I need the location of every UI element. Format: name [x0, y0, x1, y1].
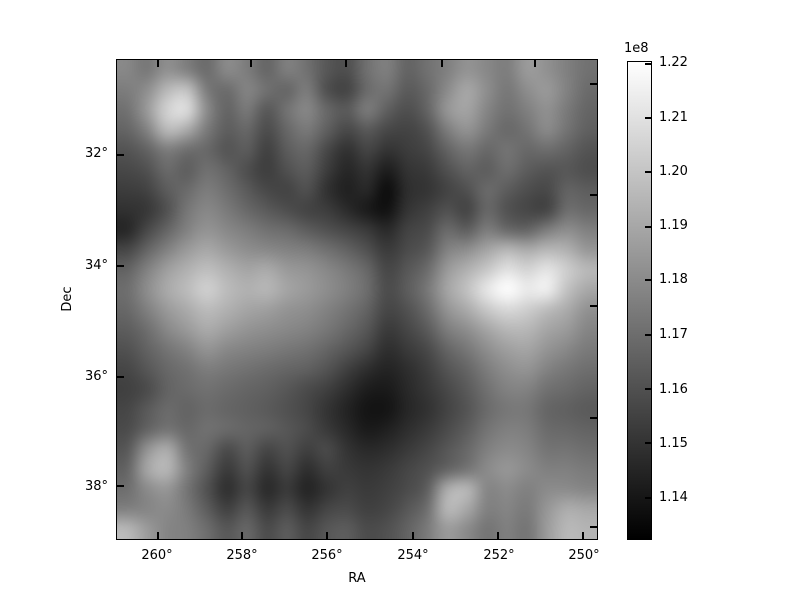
top-axis-tick [534, 60, 537, 67]
colorbar-tick-label: 1.18 [659, 272, 688, 288]
colorbar-tick-labels: 1.22 1.21 1.20 1.19 1.18 1.17 1.16 1.15 1.14 [659, 55, 719, 540]
bottom-axis-tick [497, 532, 500, 539]
colorbar-tick-label: 1.17 [659, 326, 688, 342]
colorbar-tick-label: 1.16 [659, 381, 688, 397]
top-axis-tick [156, 60, 159, 67]
left-axis-tick [117, 265, 124, 268]
bottom-axis-tick [326, 532, 329, 539]
colorbar-offset-label: 1e8 [624, 41, 649, 56]
y-axis-tick-labels: 32° 34° 36° 38° [0, 59, 108, 540]
colorbar-tick [645, 117, 651, 120]
right-axis-tick [590, 416, 597, 419]
right-axis-tick [590, 526, 597, 529]
colorbar-tick [645, 388, 651, 391]
colorbar-tick [645, 279, 651, 282]
colorbar-gradient [628, 62, 651, 539]
colorbar-tick [645, 333, 651, 336]
y-tick-label: 36° [84, 368, 108, 384]
bottom-axis-tick [241, 532, 244, 539]
right-axis-tick [590, 82, 597, 85]
y-tick-label: 38° [84, 478, 108, 494]
x-tick-label: 258° [226, 548, 258, 563]
colorbar-tick-label: 1.19 [659, 218, 688, 234]
y-tick-label: 34° [84, 258, 108, 274]
x-axis-tick-labels: 260° 258° 256° 254° 252° 250° [116, 548, 599, 568]
bottom-axis-tick [582, 532, 585, 539]
x-tick-label: 252° [483, 548, 515, 563]
heatmap-image [117, 60, 597, 539]
top-axis-tick [440, 60, 443, 67]
bottom-axis-tick [411, 532, 414, 539]
colorbar-tick [645, 225, 651, 228]
colorbar-tick-label: 1.21 [659, 109, 688, 125]
colorbar-tick [645, 496, 651, 499]
y-tick-label: 32° [84, 145, 108, 161]
left-axis-tick [117, 485, 124, 488]
colorbar-tick-label: 1.20 [659, 163, 688, 179]
left-axis-tick [117, 375, 124, 378]
colorbar-tick [645, 62, 651, 65]
right-axis-tick [590, 194, 597, 197]
right-axis-tick [590, 304, 597, 307]
x-axis-label: RA [348, 571, 366, 586]
top-axis-tick [250, 60, 253, 67]
y-axis-label: Dec [60, 286, 75, 312]
top-axis-tick [345, 60, 348, 67]
left-axis-tick [117, 153, 124, 156]
x-tick-label: 254° [397, 548, 429, 563]
x-tick-label: 260° [141, 548, 173, 563]
x-tick-label: 250° [568, 548, 600, 563]
plot-area [116, 59, 598, 540]
colorbar-tick-label: 1.14 [659, 490, 688, 506]
colorbar [627, 61, 652, 540]
colorbar-tick [645, 442, 651, 445]
colorbar-tick-label: 1.22 [659, 54, 688, 70]
colorbar-tick-label: 1.15 [659, 435, 688, 451]
bottom-axis-tick [156, 532, 159, 539]
x-tick-label: 256° [311, 548, 343, 563]
colorbar-tick [645, 171, 651, 174]
